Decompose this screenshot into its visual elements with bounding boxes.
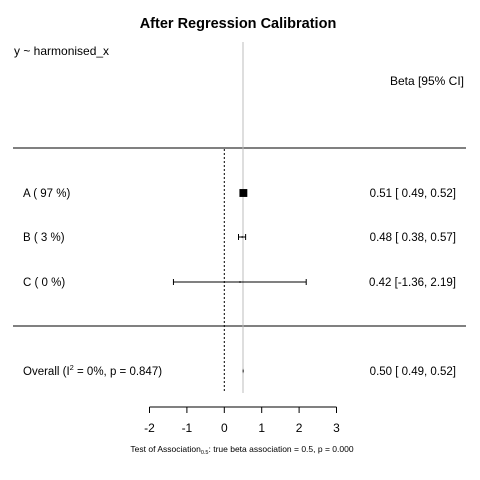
- x-tick-label: 2: [296, 421, 303, 435]
- overall-label: Overall (I2 = 0%, p = 0.847): [23, 363, 162, 378]
- study-label: C ( 0 %): [23, 277, 65, 289]
- study-ci-text: 0.51 [ 0.49, 0.52]: [370, 188, 456, 200]
- column-header: Beta [95% CI]: [390, 74, 464, 88]
- overall-diamond: [242, 368, 244, 374]
- footer-text: Test of Association0.5: true beta associ…: [130, 444, 353, 456]
- study-label: A ( 97 %): [23, 188, 70, 200]
- study-point-estimate: [239, 189, 248, 197]
- study-point-estimate: [239, 281, 241, 283]
- study-ci-text: 0.48 [ 0.38, 0.57]: [370, 232, 456, 244]
- study-point-estimate: [241, 236, 244, 238]
- study-label: B ( 3 %): [23, 232, 65, 244]
- study-ci-text: 0.42 [-1.36, 2.19]: [369, 277, 456, 289]
- x-tick-label: -1: [182, 421, 193, 435]
- model-formula: y ~ harmonised_x: [14, 44, 109, 58]
- x-tick-label: -2: [144, 421, 155, 435]
- chart-title: After Regression Calibration: [140, 16, 337, 32]
- x-tick-label: 1: [258, 421, 265, 435]
- overall-ci-text: 0.50 [ 0.49, 0.52]: [370, 366, 456, 378]
- x-tick-label: 3: [333, 421, 340, 435]
- x-tick-label: 0: [221, 421, 228, 435]
